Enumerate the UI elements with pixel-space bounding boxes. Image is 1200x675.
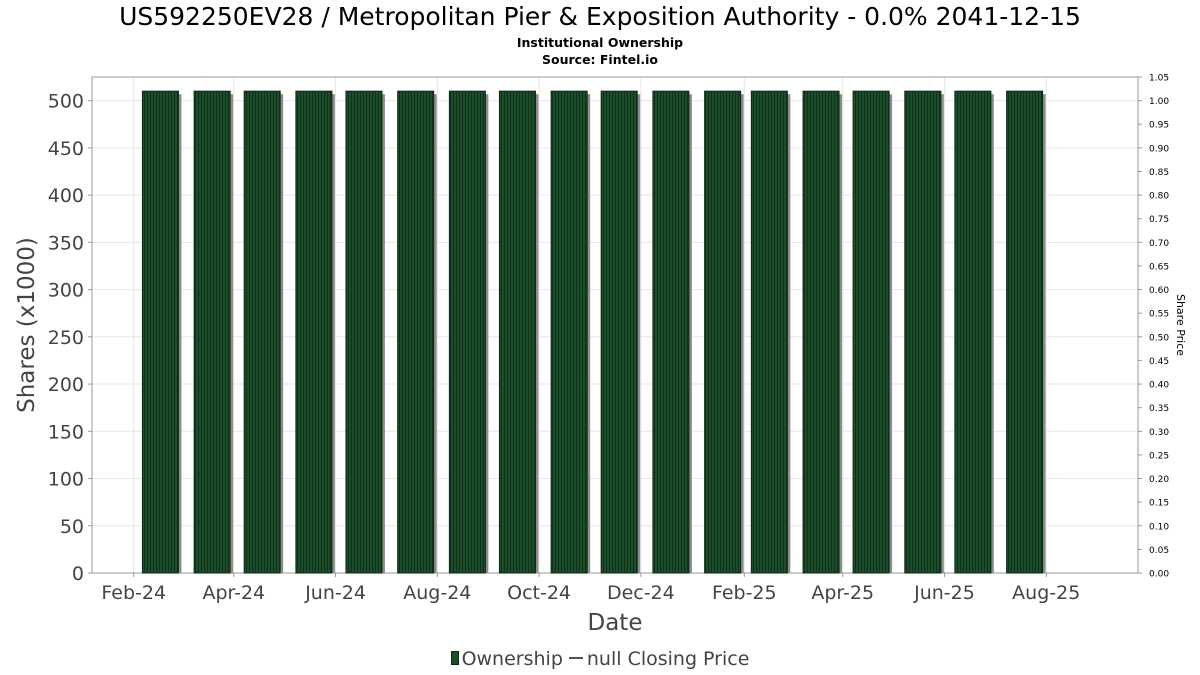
y2-tick-label: 0.20 <box>1149 475 1169 485</box>
y2-tick-label: 0.80 <box>1149 192 1169 202</box>
y2-tick-label: 0.45 <box>1149 357 1169 367</box>
y2-tick-label: 0.05 <box>1149 546 1169 556</box>
y2-tick-label: 0.25 <box>1149 451 1169 461</box>
legend: Ownership null Closing Price <box>0 648 1200 670</box>
chart-source: Source: Fintel.io <box>542 52 658 67</box>
ownership-bar <box>243 90 281 574</box>
y2-tick-label: 0.55 <box>1149 310 1169 320</box>
x-tick-label: Feb-25 <box>712 582 777 604</box>
y2-tick-label: 0.50 <box>1149 333 1169 343</box>
y-tick-label: 400 <box>48 185 84 207</box>
y-tick-label: 500 <box>48 91 84 113</box>
x-tick-label: Aug-25 <box>1012 582 1080 604</box>
y2-tick-label: 0.75 <box>1149 215 1169 225</box>
y2-tick-label: 0.30 <box>1149 428 1169 438</box>
ownership-bar <box>652 90 690 574</box>
ownership-bar <box>600 90 638 574</box>
y2-tick-label: 0.60 <box>1149 286 1169 296</box>
y2-tick-label: 0.15 <box>1149 499 1169 509</box>
y2-tick-label: 0.90 <box>1149 144 1169 154</box>
ownership-bar <box>498 90 536 574</box>
price-line-icon <box>568 656 583 659</box>
y2-tick-label: 0.95 <box>1149 121 1169 131</box>
ownership-bar <box>1006 90 1044 574</box>
x-tick-label: Dec-24 <box>607 582 675 604</box>
y2-tick-label: 0.35 <box>1149 404 1169 414</box>
y-tick-label: 0 <box>72 563 84 585</box>
x-tick-label: Oct-24 <box>507 582 571 604</box>
ownership-bar <box>852 90 890 574</box>
y-tick-label: 200 <box>48 374 84 396</box>
y2-tick-label: 0.85 <box>1149 168 1169 178</box>
chart-subtitle: Institutional Ownership <box>516 35 684 50</box>
ownership-bar <box>802 90 840 574</box>
ownership-bar <box>193 90 231 574</box>
y2-tick-label: 0.65 <box>1149 262 1169 272</box>
y2-tick-label: 0.10 <box>1149 522 1169 532</box>
y-tick-label: 150 <box>48 421 84 443</box>
x-tick-label: Apr-24 <box>202 582 265 604</box>
ownership-bar <box>550 90 588 574</box>
ownership-bar <box>141 90 179 574</box>
x-tick-label: Feb-24 <box>101 582 166 604</box>
y2-tick-label: 1.00 <box>1149 97 1169 107</box>
x-tick-label: Apr-25 <box>811 582 874 604</box>
chart-title: US592250EV28 / Metropolitan Pier & Expos… <box>119 2 1081 31</box>
y-tick-label: 350 <box>48 232 84 254</box>
y2-tick-label: 0.00 <box>1149 570 1169 580</box>
legend-price-label: null Closing Price <box>586 648 750 670</box>
y2-tick-label: 1.05 <box>1149 74 1169 84</box>
ownership-bar <box>448 90 486 574</box>
ownership-bar <box>704 90 742 574</box>
x-axis-title: Date <box>588 610 643 636</box>
legend-ownership-label: Ownership <box>461 648 563 670</box>
y2-tick-label: 0.40 <box>1149 381 1169 391</box>
ownership-bar <box>295 90 333 574</box>
y-tick-label: 300 <box>48 280 84 302</box>
y2-tick-label: 0.70 <box>1149 239 1169 249</box>
x-tick-label: Jun-24 <box>304 582 366 604</box>
ownership-bar <box>750 90 788 574</box>
x-tick-label: Jun-25 <box>913 582 975 604</box>
y-axis-title: Shares (x1000) <box>14 237 40 413</box>
y-tick-label: 450 <box>48 138 84 160</box>
y2-axis-title: Share Price <box>1174 294 1187 356</box>
y-tick-label: 250 <box>48 327 84 349</box>
ownership-bar <box>904 90 942 574</box>
y-tick-label: 50 <box>60 516 84 538</box>
ownership-bar <box>954 90 992 574</box>
x-tick-label: Aug-24 <box>403 582 471 604</box>
y-tick-label: 100 <box>48 469 84 491</box>
ownership-bar <box>345 90 383 574</box>
ownership-bar <box>397 90 435 574</box>
ownership-swatch-icon <box>450 650 459 665</box>
